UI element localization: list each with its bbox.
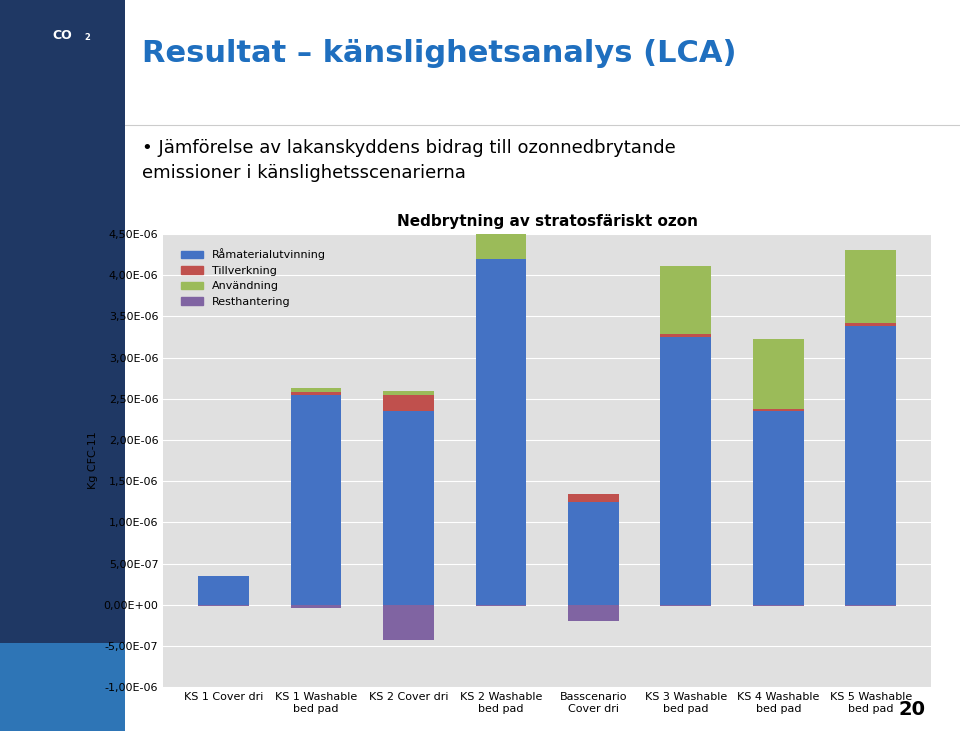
Bar [383,391,434,395]
Bar [660,333,711,337]
Bar [291,605,342,608]
Bar [291,395,342,605]
Bar [846,605,897,607]
Bar [383,395,434,411]
Y-axis label: Kg CFC-11: Kg CFC-11 [88,431,98,490]
Bar [383,605,434,640]
Text: 20: 20 [899,700,925,719]
Bar [475,115,526,259]
Bar [753,411,804,605]
Title: Nedbrytning av stratosfäriskt ozon: Nedbrytning av stratosfäriskt ozon [396,213,698,229]
Bar [753,339,804,409]
Bar [846,326,897,605]
Bar [660,605,711,607]
Bar [753,409,804,411]
Text: Resultat – känslighetsanalys (LCA): Resultat – känslighetsanalys (LCA) [141,39,736,69]
Bar [198,605,249,607]
Bar [291,392,342,395]
Bar [660,266,711,333]
Bar [660,337,711,605]
Text: 2: 2 [84,33,90,42]
Bar [568,501,619,605]
Bar [753,605,804,607]
Bar [846,323,897,326]
Bar [846,251,897,323]
Bar [568,605,619,621]
Bar [475,259,526,605]
Bar [291,388,342,392]
Bar [383,411,434,605]
Bar [0,643,125,731]
Legend: Råmaterialutvinning, Tillverkning, Användning, Resthantering: Råmaterialutvinning, Tillverkning, Använ… [177,244,330,311]
Bar [568,494,619,501]
Bar [475,605,526,607]
Bar [198,576,249,605]
Text: CO: CO [53,29,72,42]
Text: • Jämförelse av lakanskyddens bidrag till ozonnedbrytande
emissioner i känslighe: • Jämförelse av lakanskyddens bidrag til… [141,139,675,181]
